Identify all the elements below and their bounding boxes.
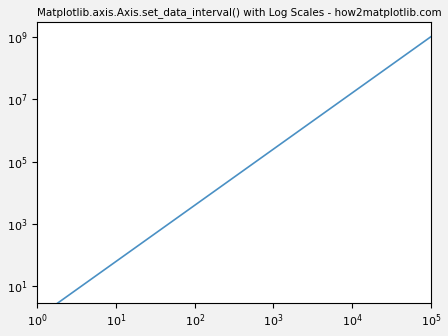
Text: Matplotlib.axis.Axis.set_data_interval() with Log Scales - how2matplotlib.com: Matplotlib.axis.Axis.set_data_interval()… [37, 7, 442, 18]
